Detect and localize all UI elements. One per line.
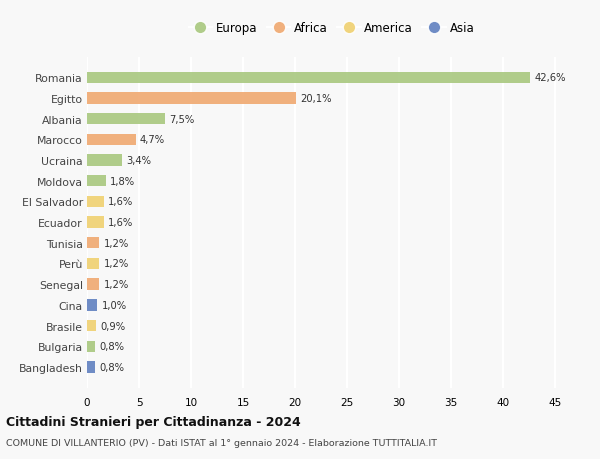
- Bar: [87, 73, 530, 84]
- Bar: [87, 320, 97, 331]
- Bar: [87, 114, 165, 125]
- Text: 0,8%: 0,8%: [100, 341, 124, 352]
- Text: 4,7%: 4,7%: [140, 135, 165, 145]
- Text: 1,2%: 1,2%: [104, 259, 129, 269]
- Bar: [87, 176, 106, 187]
- Bar: [87, 238, 100, 249]
- Bar: [87, 134, 136, 146]
- Text: 20,1%: 20,1%: [300, 94, 332, 104]
- Bar: [87, 155, 122, 166]
- Text: 1,2%: 1,2%: [104, 238, 129, 248]
- Text: COMUNE DI VILLANTERIO (PV) - Dati ISTAT al 1° gennaio 2024 - Elaborazione TUTTIT: COMUNE DI VILLANTERIO (PV) - Dati ISTAT …: [6, 438, 437, 448]
- Text: 3,4%: 3,4%: [127, 156, 152, 166]
- Bar: [87, 341, 95, 352]
- Text: 1,6%: 1,6%: [108, 218, 133, 228]
- Text: 0,8%: 0,8%: [100, 362, 124, 372]
- Bar: [87, 362, 95, 373]
- Bar: [87, 300, 97, 311]
- Text: 1,2%: 1,2%: [104, 280, 129, 290]
- Text: 7,5%: 7,5%: [169, 114, 194, 124]
- Text: 1,6%: 1,6%: [108, 197, 133, 207]
- Text: Cittadini Stranieri per Cittadinanza - 2024: Cittadini Stranieri per Cittadinanza - 2…: [6, 415, 301, 428]
- Bar: [87, 217, 104, 228]
- Text: 0,9%: 0,9%: [101, 321, 125, 331]
- Bar: [87, 196, 104, 207]
- Text: 42,6%: 42,6%: [535, 73, 566, 83]
- Bar: [87, 93, 296, 104]
- Bar: [87, 258, 100, 269]
- Text: 1,8%: 1,8%: [110, 176, 135, 186]
- Legend: Europa, Africa, America, Asia: Europa, Africa, America, Asia: [184, 17, 479, 39]
- Text: 1,0%: 1,0%: [101, 300, 127, 310]
- Bar: [87, 279, 100, 290]
